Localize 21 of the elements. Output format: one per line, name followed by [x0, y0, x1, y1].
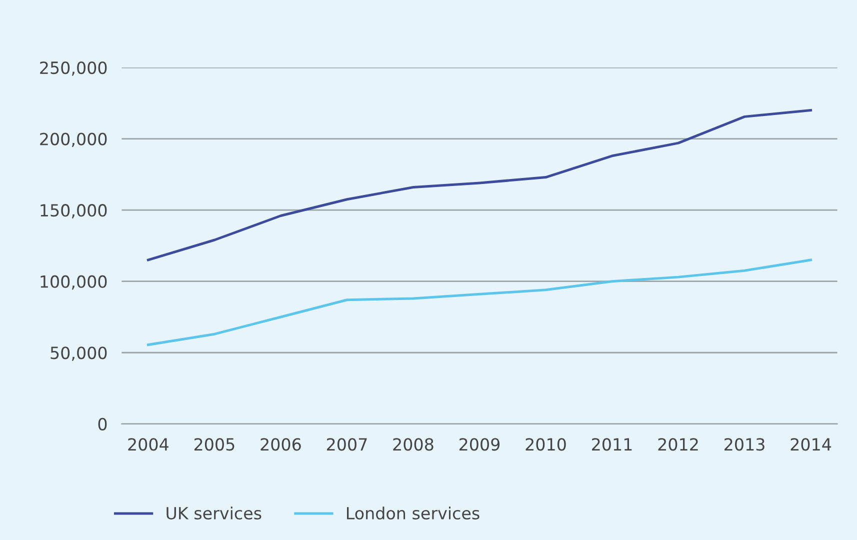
x-tick-label: 2014	[790, 438, 832, 451]
legend-label: UK services	[166, 506, 262, 520]
line-series	[146, 258, 812, 346]
x-tick-label: 2010	[526, 438, 566, 451]
x-tick-label: 2006	[260, 438, 301, 451]
y-tick-label: 200,000	[40, 132, 107, 148]
x-tick-label: 2009	[460, 438, 500, 451]
x-tick-label: 2012	[658, 438, 698, 451]
x-tick-label: 2008	[393, 438, 434, 451]
x-tick-label: 2011	[592, 438, 632, 451]
y-tick-label: 0	[98, 418, 107, 430]
y-tick-label: 150,000	[40, 204, 107, 218]
x-tick-label: 2007	[326, 438, 367, 451]
x-tick-label: 2004	[128, 438, 168, 451]
y-tick-label: 50,000	[50, 346, 107, 361]
x-tick-label: 2005	[194, 438, 234, 451]
y-tick-label: 100,000	[40, 275, 107, 290]
x-tick-label: 2013	[724, 438, 764, 451]
legend-label: London services	[347, 506, 480, 520]
y-tick-label: 250,000	[40, 61, 107, 76]
line-series	[146, 109, 812, 262]
